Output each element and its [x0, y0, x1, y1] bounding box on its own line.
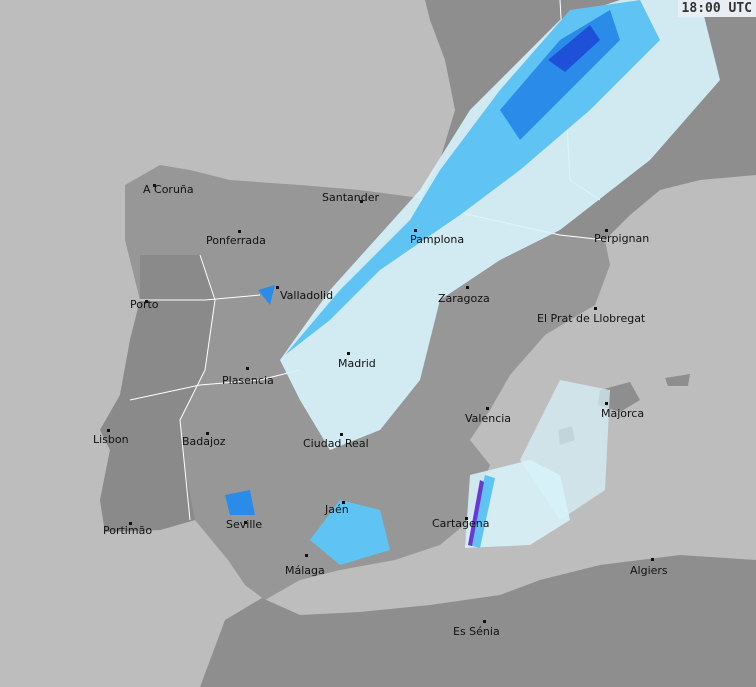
city-marker [466, 286, 469, 289]
city-marker [414, 229, 417, 232]
city-label: Valladolid [280, 289, 334, 302]
city-label: Seville [226, 518, 263, 531]
city-marker [483, 620, 486, 623]
city-label: Santander [322, 191, 379, 204]
city-marker [206, 432, 209, 435]
menorca [665, 374, 690, 386]
city-label: Valencia [465, 412, 512, 425]
city-label: A Coruña [143, 183, 194, 196]
city-label: Majorca [601, 407, 645, 420]
portugal-land [100, 255, 215, 532]
city-marker [305, 554, 308, 557]
city-marker [246, 367, 249, 370]
timestamp-label: 18:00 UTC [677, 0, 756, 17]
radar-echoes [225, 0, 720, 565]
city-marker [605, 229, 608, 232]
city-marker [360, 200, 363, 203]
city-marker [342, 501, 345, 504]
city-marker [129, 522, 132, 525]
city-marker [107, 429, 110, 432]
city-label: Ponferrada [206, 234, 266, 247]
city-marker [347, 352, 350, 355]
city-label: Badajoz [182, 435, 226, 448]
city-marker [145, 300, 148, 303]
city-label: Ciudad Real [303, 437, 369, 450]
city-marker [486, 407, 489, 410]
city-label: Algiers [630, 564, 668, 577]
city-label: Cartagena [432, 517, 490, 530]
city-label: Portimão [103, 524, 153, 537]
city-label: Lisbon [93, 433, 129, 446]
city-label: Málaga [285, 564, 325, 577]
city-label: Madrid [338, 357, 376, 370]
city-label: Perpignan [594, 232, 650, 245]
city-marker [276, 286, 279, 289]
city-marker [340, 433, 343, 436]
city-label: Porto [130, 298, 159, 311]
city-marker [651, 558, 654, 561]
city-label: Plasencia [222, 374, 274, 387]
city-marker [238, 230, 241, 233]
city-marker [605, 402, 608, 405]
city-marker [153, 184, 156, 187]
city-label: Es Sénia [453, 625, 500, 638]
city-marker [465, 517, 468, 520]
city-label: Zaragoza [438, 292, 490, 305]
city-marker [244, 521, 247, 524]
city-label: Jaén [325, 503, 349, 516]
city-marker [594, 307, 597, 310]
city-label: El Prat de Llobregat [537, 312, 646, 325]
africa-land [200, 555, 756, 687]
city-label: Pamplona [410, 233, 465, 246]
